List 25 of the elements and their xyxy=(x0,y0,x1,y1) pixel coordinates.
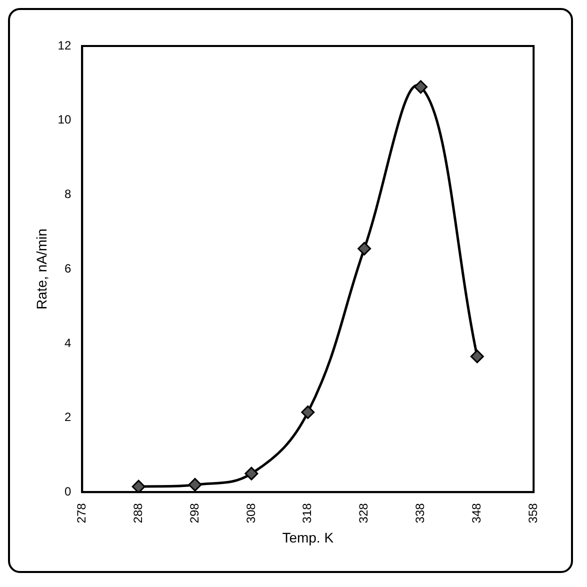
x-axis-title: Temp. K xyxy=(282,529,334,546)
x-tick-label: 308 xyxy=(244,502,258,524)
y-tick-label: 0 xyxy=(64,484,72,498)
x-tick-label: 358 xyxy=(526,502,540,524)
x-tick-label: 348 xyxy=(469,502,484,524)
x-tick-label: 328 xyxy=(356,502,371,524)
y-tick-label: 10 xyxy=(58,112,72,127)
y-tick-label: 6 xyxy=(64,261,72,276)
x-tick-label: 278 xyxy=(74,502,88,524)
y-axis-title: Rate, nA/min xyxy=(33,228,50,310)
point xyxy=(414,80,428,94)
x-tick-label: 338 xyxy=(413,502,428,524)
point xyxy=(188,478,202,492)
y-tick-label: 4 xyxy=(64,336,72,350)
point xyxy=(244,466,258,480)
x-tick-label: 318 xyxy=(300,502,314,524)
y-tick-label: 2 xyxy=(64,410,72,424)
point xyxy=(301,405,315,419)
x-tick-label: 298 xyxy=(187,502,202,524)
y-tick-label: 12 xyxy=(58,38,72,52)
point xyxy=(470,350,484,364)
point xyxy=(132,480,146,492)
x-tick-label: 288 xyxy=(130,502,145,524)
y-tick-label: 8 xyxy=(64,187,72,202)
point xyxy=(358,242,372,256)
